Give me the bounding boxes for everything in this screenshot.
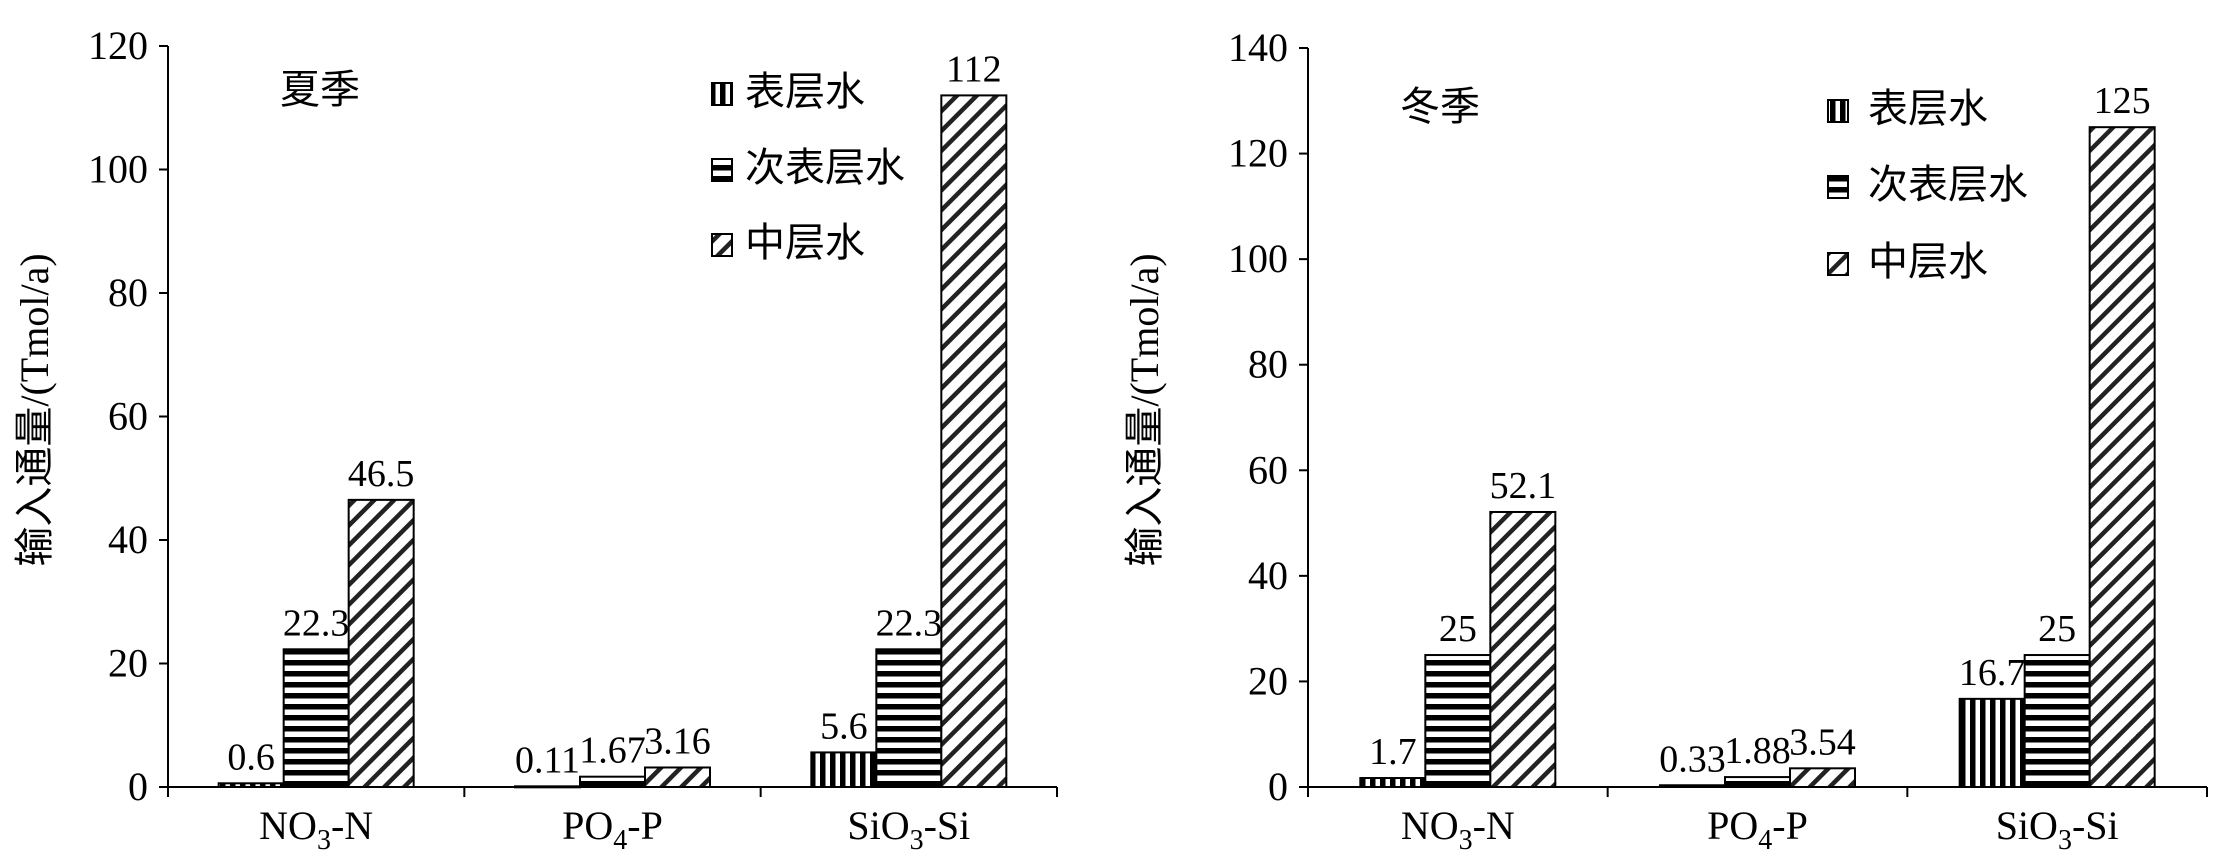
- legend-swatch: [1827, 252, 1849, 276]
- bar-sio3-si-0: [1958, 697, 2026, 788]
- bar-po4-p-1: [1724, 776, 1791, 789]
- legend-swatch: [1827, 99, 1849, 123]
- bar-sio3-si-2: [940, 94, 1008, 788]
- bar-no3-n-2: [347, 498, 415, 788]
- season-title: 冬季: [1400, 84, 1480, 129]
- legend-swatch: [1827, 175, 1849, 199]
- bar-value-label: 3.54: [1789, 721, 1856, 763]
- legend-label: 表层水: [1868, 86, 1988, 131]
- y-tick-label: 0: [1268, 764, 1288, 809]
- bar-po4-p-0: [1659, 784, 1726, 788]
- y-tick-label: 20: [1248, 658, 1288, 703]
- y-tick-label: 0: [128, 764, 148, 809]
- bar-no3-n-0: [1359, 777, 1427, 788]
- x-category-label: SiO3-Si: [1996, 803, 2119, 856]
- bar-value-label: 5.6: [820, 705, 868, 747]
- legend-swatch: [711, 233, 733, 257]
- bar-no3-n-1: [1424, 654, 1492, 788]
- x-category-label: NO3-N: [1401, 803, 1515, 856]
- bar-value-label: 125: [2094, 80, 2151, 122]
- bar-no3-n-2: [1489, 510, 1557, 788]
- season-title: 夏季: [280, 67, 360, 112]
- legend-swatch: [711, 82, 733, 106]
- bar-value-label: 1.67: [579, 730, 646, 772]
- legend-label: 表层水: [745, 69, 865, 114]
- y-tick-label: 80: [108, 270, 148, 315]
- summer-chart: 0 20 40 60 80 100 120 输入通量/(Tmol/a) 夏季 0.6 22.3 46.…: [12, 23, 1058, 856]
- y-axis-title: 输入通量/(Tmol/a): [12, 253, 57, 566]
- y-tick-label: 100: [88, 147, 148, 192]
- bar-no3-n-0: [217, 782, 285, 788]
- legend-label: 次表层水: [1868, 162, 2028, 207]
- bar-sio3-si-1: [2023, 654, 2091, 788]
- y-tick-label: 120: [88, 23, 148, 68]
- y-tick-label: 80: [1248, 342, 1288, 387]
- bar-po4-p-2: [644, 766, 711, 788]
- bar-value-label: 22.3: [876, 602, 943, 644]
- legend-label: 次表层水: [745, 145, 905, 190]
- legend-swatch: [711, 158, 733, 182]
- bar-value-label: 1.7: [1369, 731, 1417, 773]
- y-tick-label: 60: [1248, 447, 1288, 492]
- bar-value-label: 1.88: [1724, 730, 1791, 772]
- winter-chart: 0 20 40 60 80 100 120 140 输入通量/(Tmol/a) 冬季 1.7 25 52…: [1122, 25, 2208, 856]
- bar-sio3-si-2: [2088, 126, 2156, 788]
- y-axis-title: 输入通量/(Tmol/a): [1122, 253, 1167, 566]
- bar-value-label: 25: [1439, 608, 1477, 650]
- bar-value-label: 3.16: [644, 720, 711, 762]
- legend-label: 中层水: [745, 220, 865, 265]
- x-category-label: NO3-N: [259, 803, 373, 856]
- x-category-label: SiO3-Si: [847, 803, 970, 856]
- legend-label: 中层水: [1868, 239, 1988, 284]
- bar-value-label: 112: [946, 48, 1002, 90]
- bar-po4-p-1: [579, 775, 646, 788]
- x-category-label: PO4-P: [562, 803, 663, 856]
- y-tick-label: 100: [1228, 236, 1288, 281]
- y-tick-label: 20: [108, 641, 148, 686]
- bar-po4-p-2: [1789, 767, 1856, 788]
- bar-po4-p-0: [514, 785, 581, 789]
- bar-sio3-si-1: [875, 648, 943, 788]
- bar-value-label: 25: [2038, 608, 2076, 650]
- bar-value-label: 0.33: [1659, 738, 1726, 780]
- bar-value-label: 22.3: [283, 602, 350, 644]
- y-tick-label: 120: [1228, 131, 1288, 176]
- y-tick-label: 140: [1228, 25, 1288, 70]
- bar-value-label: 52.1: [1490, 465, 1557, 507]
- y-tick-label: 40: [1248, 553, 1288, 598]
- bar-value-label: 0.11: [515, 739, 580, 781]
- bar-value-label: 16.7: [1959, 652, 2026, 694]
- bar-value-label: 0.6: [227, 736, 275, 778]
- bar-value-label: 46.5: [348, 453, 415, 495]
- bar-sio3-si-0: [810, 751, 878, 788]
- bar-no3-n-1: [282, 648, 350, 788]
- x-category-label: PO4-P: [1707, 803, 1808, 856]
- y-tick-label: 40: [108, 517, 148, 562]
- y-tick-label: 60: [108, 394, 148, 439]
